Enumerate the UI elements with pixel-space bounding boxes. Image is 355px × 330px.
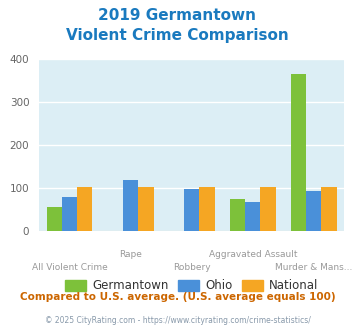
Text: © 2025 CityRating.com - https://www.cityrating.com/crime-statistics/: © 2025 CityRating.com - https://www.city… xyxy=(45,316,310,325)
Bar xyxy=(47,208,62,231)
Bar xyxy=(184,188,200,231)
Bar xyxy=(261,187,275,231)
Text: 2019 Germantown: 2019 Germantown xyxy=(98,8,257,23)
Bar xyxy=(77,187,92,231)
Bar xyxy=(230,199,245,231)
Text: Robbery: Robbery xyxy=(173,263,211,272)
Text: Murder & Mans...: Murder & Mans... xyxy=(275,263,353,272)
Bar xyxy=(62,197,77,231)
Bar xyxy=(322,187,337,231)
Bar xyxy=(138,187,153,231)
Text: Compared to U.S. average. (U.S. average equals 100): Compared to U.S. average. (U.S. average … xyxy=(20,292,335,302)
Bar xyxy=(245,202,261,231)
Text: All Violent Crime: All Violent Crime xyxy=(32,263,108,272)
Text: Violent Crime Comparison: Violent Crime Comparison xyxy=(66,28,289,43)
Bar xyxy=(306,191,322,231)
Bar xyxy=(291,74,306,231)
Text: Rape: Rape xyxy=(119,250,142,259)
Text: Aggravated Assault: Aggravated Assault xyxy=(208,250,297,259)
Legend: Germantown, Ohio, National: Germantown, Ohio, National xyxy=(60,275,323,297)
Bar xyxy=(123,180,138,231)
Bar xyxy=(200,187,214,231)
